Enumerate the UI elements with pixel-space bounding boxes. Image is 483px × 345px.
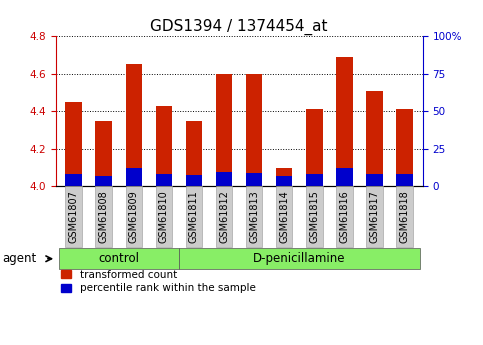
Title: GDS1394 / 1374454_at: GDS1394 / 1374454_at bbox=[150, 19, 328, 35]
Text: GSM61817: GSM61817 bbox=[369, 190, 380, 243]
Bar bbox=[96, 121, 112, 186]
Bar bbox=[306, 109, 323, 186]
Bar bbox=[246, 173, 262, 186]
Bar bbox=[185, 121, 202, 186]
Bar bbox=[246, 74, 262, 186]
Bar bbox=[216, 172, 232, 186]
Text: GSM61813: GSM61813 bbox=[249, 190, 259, 243]
Text: GSM61818: GSM61818 bbox=[399, 190, 410, 243]
Bar bbox=[65, 102, 82, 186]
Bar bbox=[156, 106, 172, 186]
Text: GSM61815: GSM61815 bbox=[309, 190, 319, 243]
Bar bbox=[306, 174, 323, 186]
Text: GSM61808: GSM61808 bbox=[99, 190, 109, 243]
Text: GSM61809: GSM61809 bbox=[129, 190, 139, 243]
Text: GSM61811: GSM61811 bbox=[189, 190, 199, 243]
Bar bbox=[126, 168, 142, 186]
Text: D-penicillamine: D-penicillamine bbox=[253, 252, 345, 265]
Text: GSM61816: GSM61816 bbox=[340, 190, 349, 243]
Text: GSM61814: GSM61814 bbox=[279, 190, 289, 243]
Legend: transformed count, percentile rank within the sample: transformed count, percentile rank withi… bbox=[61, 270, 256, 293]
Bar bbox=[156, 174, 172, 186]
Bar bbox=[126, 65, 142, 186]
Text: GSM61807: GSM61807 bbox=[69, 190, 79, 243]
Bar bbox=[65, 174, 82, 186]
Text: GSM61810: GSM61810 bbox=[159, 190, 169, 243]
Text: control: control bbox=[98, 252, 139, 265]
Bar bbox=[216, 74, 232, 186]
Bar bbox=[336, 168, 353, 186]
Text: GSM61812: GSM61812 bbox=[219, 190, 229, 243]
Bar bbox=[336, 57, 353, 186]
Bar bbox=[185, 175, 202, 186]
Bar bbox=[276, 176, 293, 186]
Bar bbox=[96, 176, 112, 186]
Bar bbox=[276, 168, 293, 186]
Bar bbox=[366, 174, 383, 186]
Bar bbox=[396, 174, 413, 186]
Text: agent: agent bbox=[2, 252, 37, 265]
Bar bbox=[366, 91, 383, 186]
Bar bbox=[396, 109, 413, 186]
